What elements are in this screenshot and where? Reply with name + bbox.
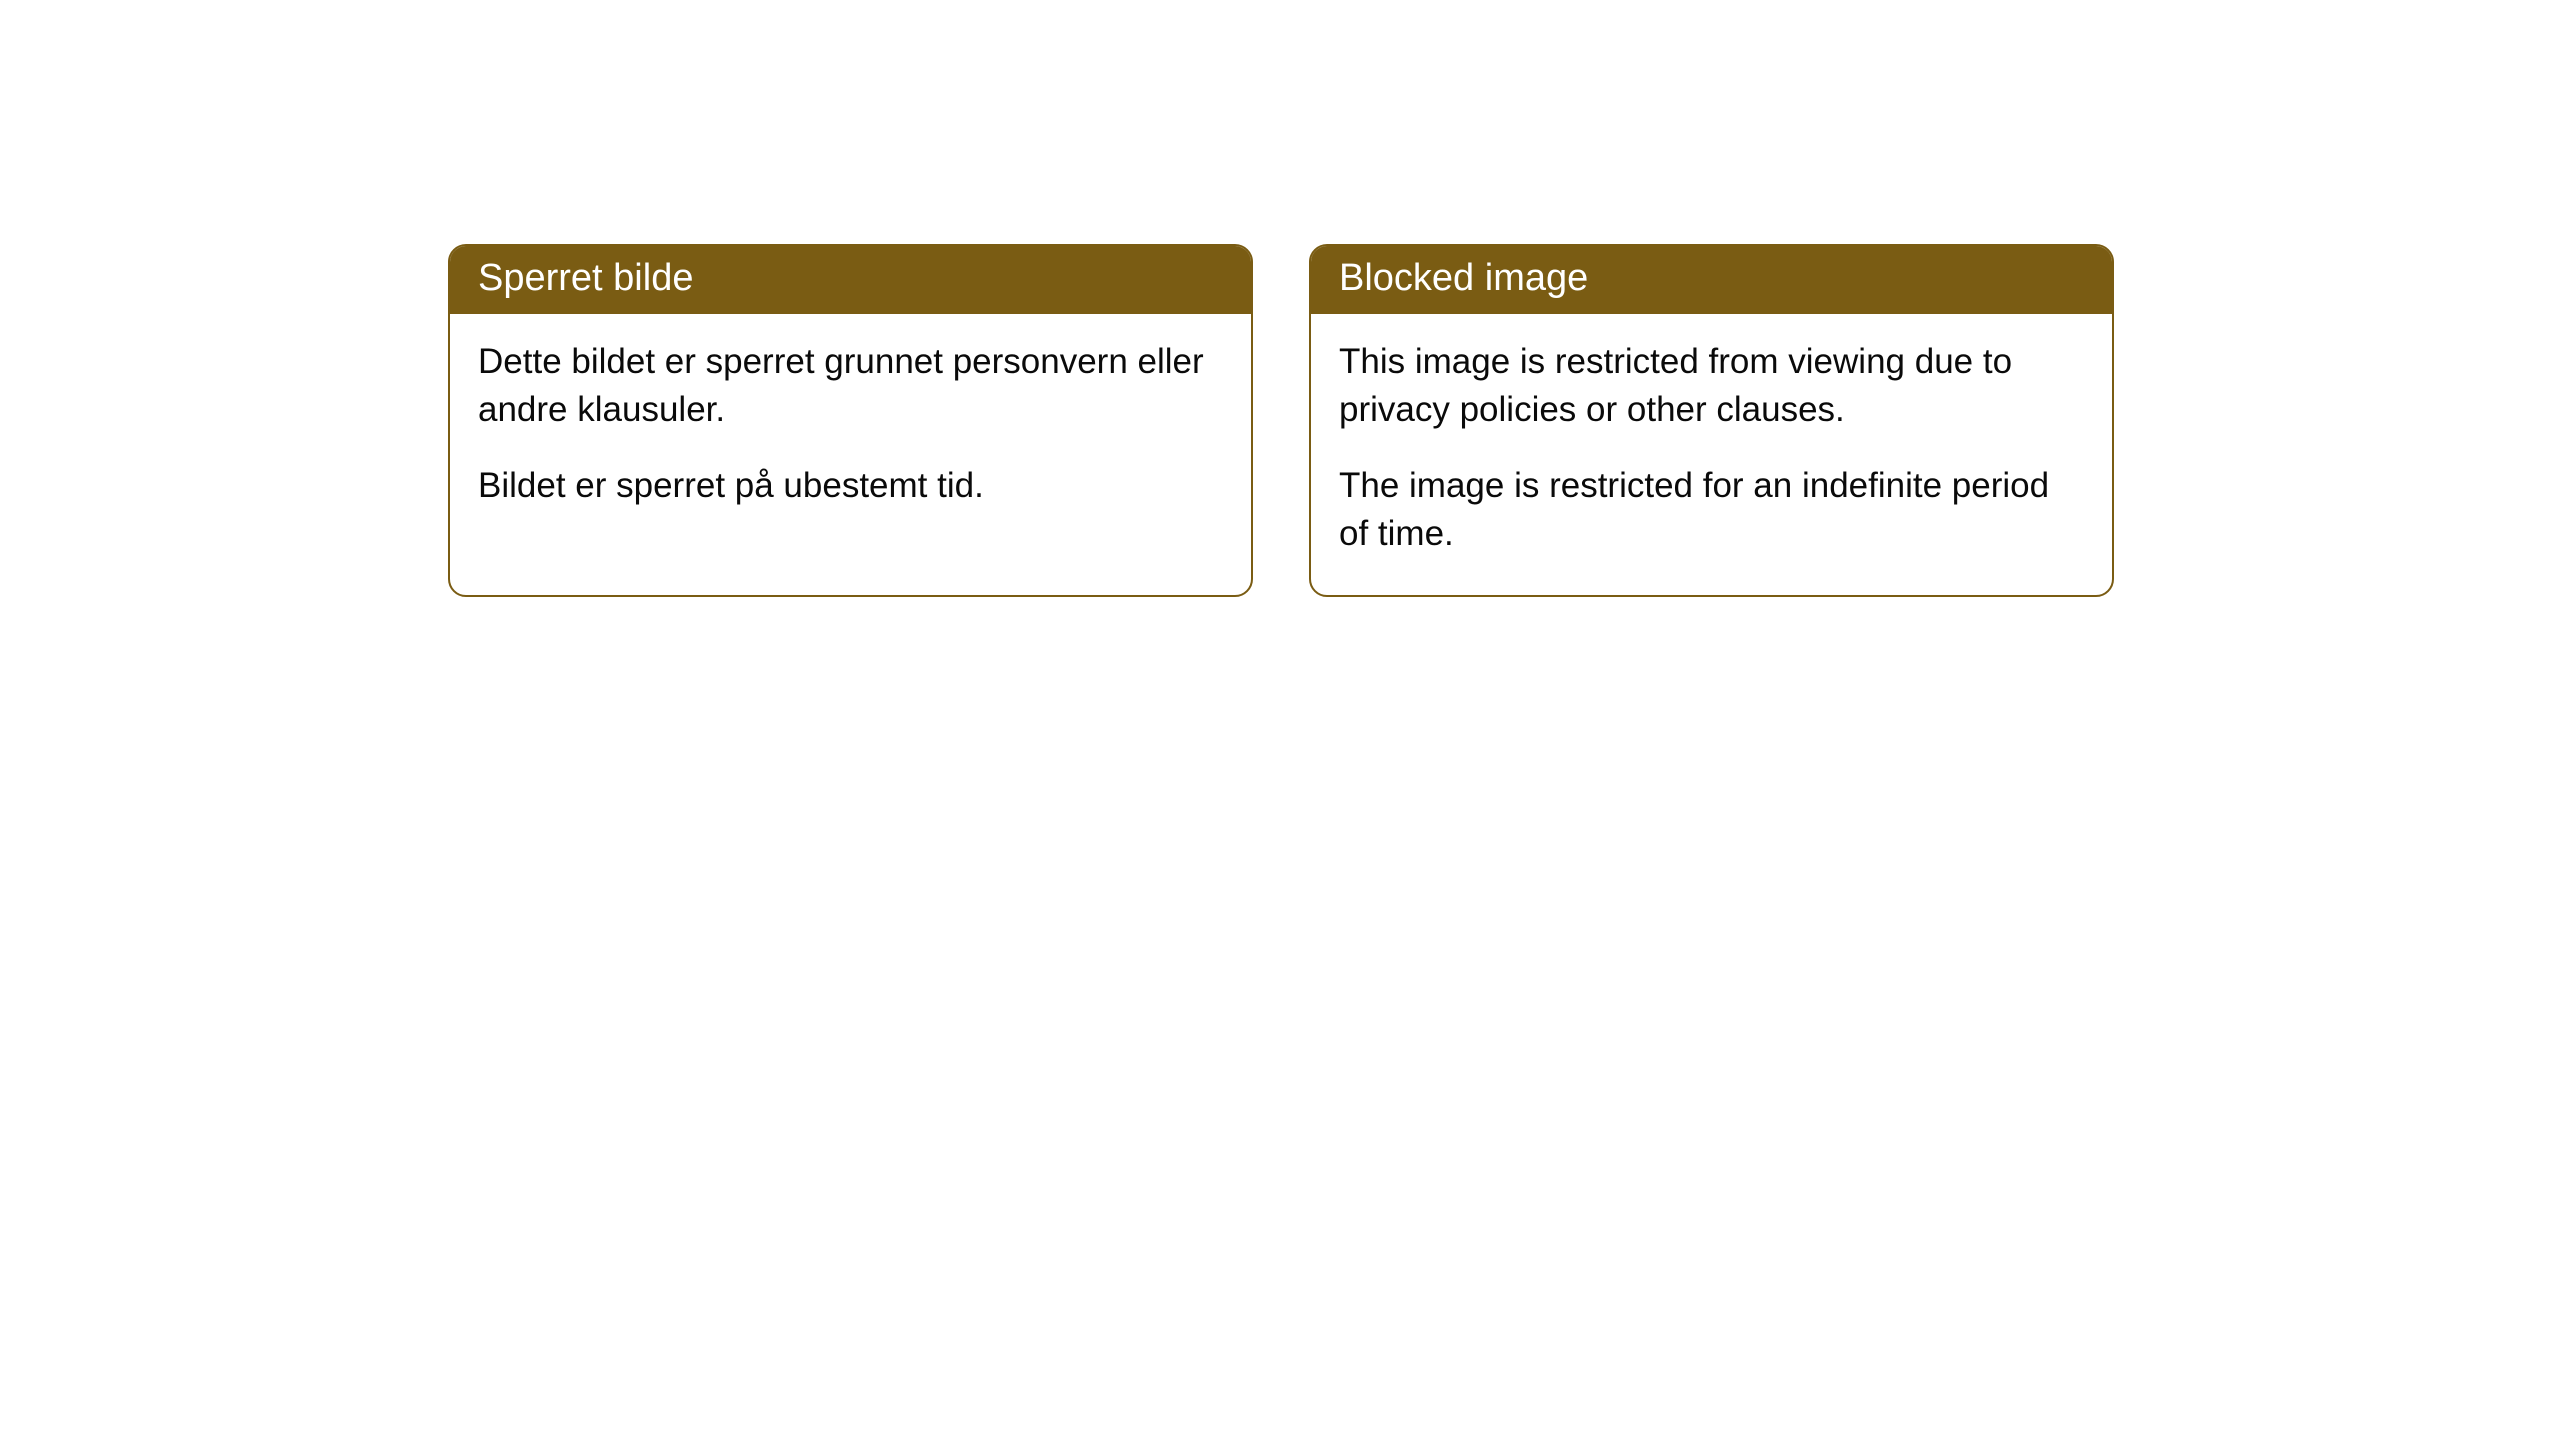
notice-cards-container: Sperret bilde Dette bildet er sperret gr… — [0, 0, 2560, 597]
card-paragraph: Bildet er sperret på ubestemt tid. — [478, 462, 1223, 510]
blocked-image-card-norwegian: Sperret bilde Dette bildet er sperret gr… — [448, 244, 1253, 597]
card-header: Blocked image — [1311, 246, 2112, 314]
card-header: Sperret bilde — [450, 246, 1251, 314]
card-paragraph: Dette bildet er sperret grunnet personve… — [478, 338, 1223, 435]
card-paragraph: The image is restricted for an indefinit… — [1339, 462, 2084, 559]
card-paragraph: This image is restricted from viewing du… — [1339, 338, 2084, 435]
blocked-image-card-english: Blocked image This image is restricted f… — [1309, 244, 2114, 597]
card-body: This image is restricted from viewing du… — [1311, 314, 2112, 595]
card-body: Dette bildet er sperret grunnet personve… — [450, 314, 1251, 547]
